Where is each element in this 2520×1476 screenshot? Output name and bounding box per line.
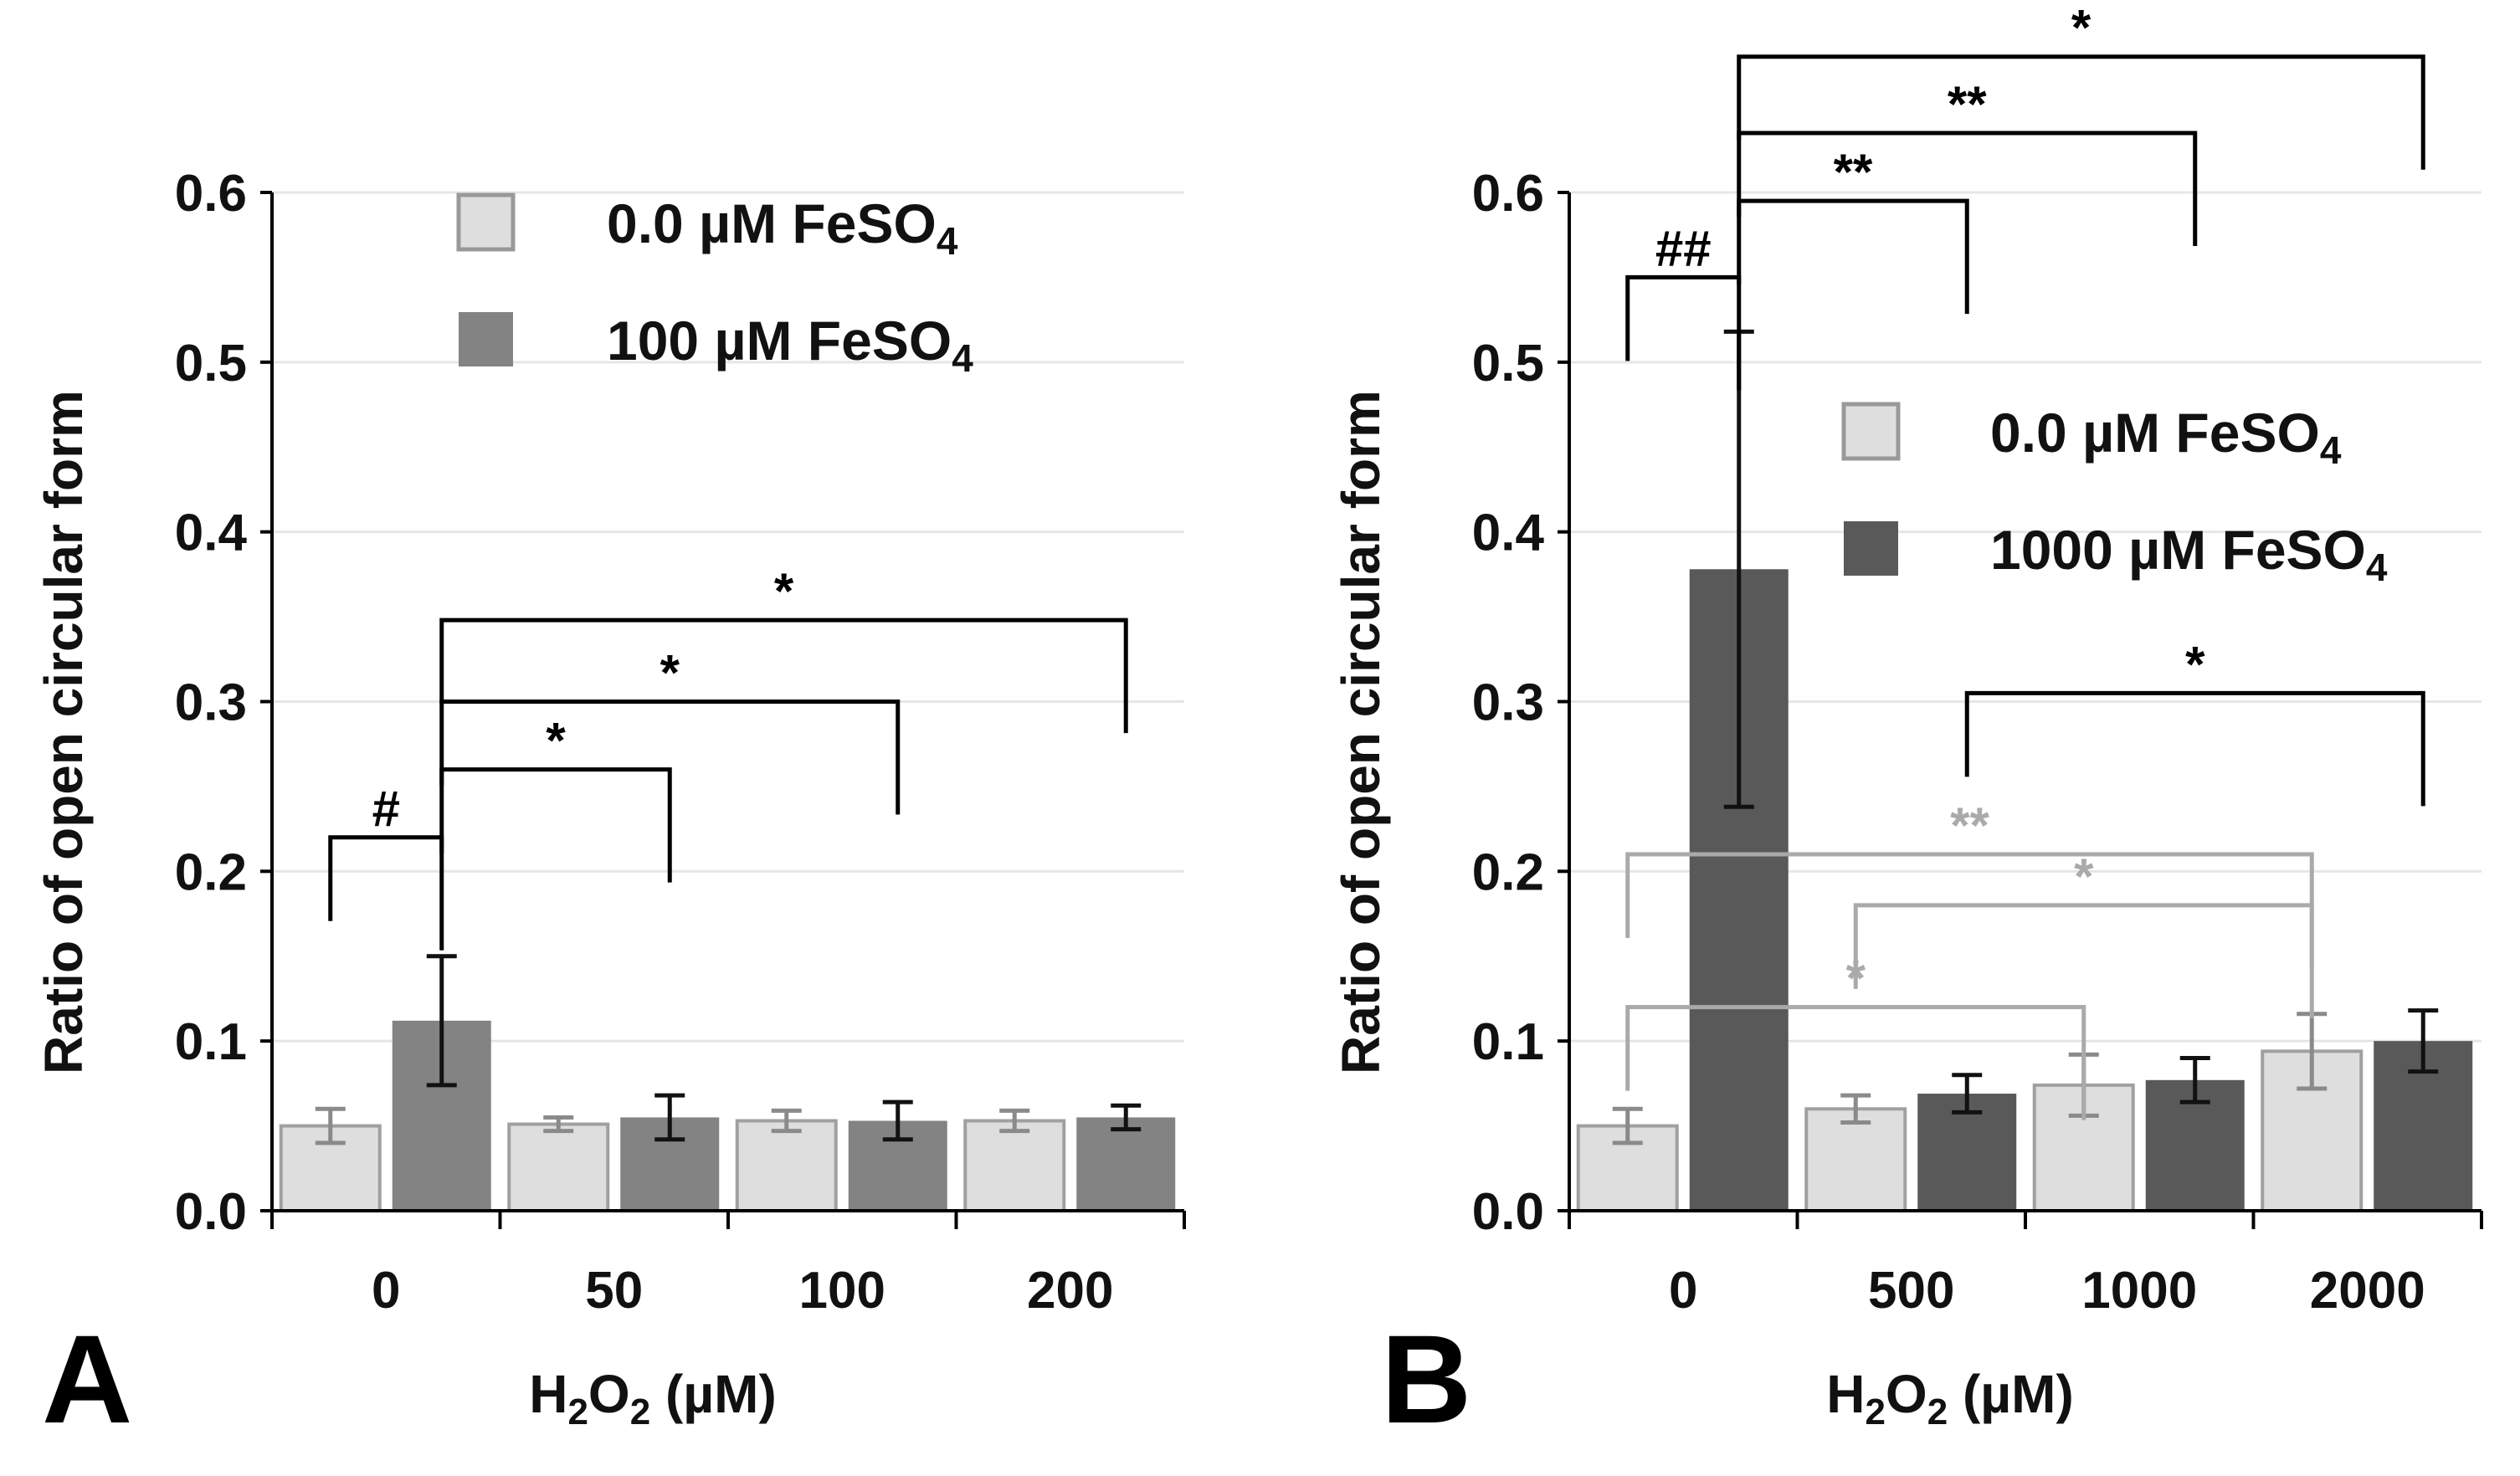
significance-brackets-b: ##********** <box>1625 0 2425 1120</box>
y-tick-label: 0.4 <box>175 505 248 562</box>
legend-swatch-b-series2 <box>1844 521 1898 576</box>
significance-label: * <box>774 563 794 619</box>
legend-swatch-b-series1 <box>1841 402 1901 461</box>
error-bar <box>426 954 457 1088</box>
panel-b: ##********** 0.00.10.20.30.40.50.6 0 500 1… <box>1331 0 2483 1449</box>
significance-brackets-a: # * * * <box>328 563 1128 951</box>
significance-bracket: * <box>1964 636 2425 807</box>
error-bar <box>1111 1103 1142 1132</box>
legend-label-b-series2: 1000 µM FeSO4 <box>1990 519 2388 589</box>
error-bar <box>882 1099 913 1142</box>
y-tick-label: 0.2 <box>1472 843 1544 901</box>
significance-bracket: # <box>328 781 444 951</box>
legend-swatch-a-series1 <box>456 192 516 252</box>
y-tick-label: 0.6 <box>175 165 247 223</box>
x-tick-label: 50 <box>585 1262 643 1320</box>
significance-bracket: ** <box>1737 76 2198 247</box>
y-tick-label: 0.0 <box>175 1183 247 1241</box>
y-tick-label: 0.6 <box>1472 165 1544 223</box>
x-axis-title-b: H2O2 (µM) <box>1826 1364 2074 1432</box>
axes-a <box>260 191 1186 1229</box>
panel-label-a: A <box>42 1309 132 1449</box>
significance-bracket: * <box>439 713 672 883</box>
y-axis-title-a: Ratio of open circular form <box>33 390 94 1074</box>
significance-label: * <box>2185 636 2205 692</box>
panel-a: # * * * 0.0 0.1 0.2 0.3 0.4 0.5 0.6 0 50 100 200 Rat… <box>33 165 1186 1449</box>
error-bar <box>999 1108 1030 1134</box>
significance-label: ** <box>1834 144 1873 200</box>
y-tick-labels-b: 0.0 0.1 0.2 0.3 0.4 0.5 0.6 <box>1472 165 1545 1241</box>
x-tick-label: 0 <box>372 1262 400 1320</box>
x-tick-label: 100 <box>799 1262 885 1320</box>
error-bar <box>2408 1008 2439 1074</box>
significance-label: * <box>546 713 566 769</box>
y-tick-label: 0.5 <box>175 335 247 392</box>
error-bar <box>1840 1093 1871 1125</box>
y-tick-label: 0.1 <box>175 1013 247 1071</box>
y-tick-label: 0.0 <box>1472 1183 1544 1241</box>
error-bars-a <box>315 954 1142 1145</box>
error-bar <box>654 1093 685 1142</box>
bars-a <box>279 1020 1176 1213</box>
significance-bracket: * <box>439 645 901 815</box>
significance-label: * <box>1846 951 1866 1007</box>
gridlines-b <box>1569 191 2482 1043</box>
significance-bracket: * <box>439 563 1128 734</box>
bars-b <box>1576 569 2473 1213</box>
legend-label-a-series1: 0.0 µM FeSO4 <box>607 192 958 263</box>
bar <box>963 1119 1066 1212</box>
y-tick-label: 0.5 <box>1472 335 1544 392</box>
error-bar <box>1612 1106 1643 1145</box>
bar <box>1076 1117 1176 1211</box>
axes-b <box>1558 191 2483 1229</box>
x-tick-label: 1000 <box>2081 1262 2197 1320</box>
significance-label: ## <box>1655 220 1712 276</box>
significance-label: # <box>372 781 400 837</box>
legend-a: 0.0 µM FeSO4 100 µM FeSO4 <box>456 192 973 380</box>
y-tick-label: 0.1 <box>1472 1013 1544 1071</box>
legend-label-b-series1: 0.0 µM FeSO4 <box>1990 402 2342 472</box>
error-bar <box>543 1115 574 1134</box>
significance-bracket: * <box>1625 951 2086 1120</box>
y-tick-label: 0.3 <box>175 674 247 732</box>
significance-label: ** <box>1948 76 1987 132</box>
bar <box>507 1122 610 1213</box>
error-bar <box>771 1108 802 1134</box>
error-bar <box>2179 1055 2210 1104</box>
y-tick-label: 0.3 <box>1472 674 1544 732</box>
panel-label-b: B <box>1381 1309 1471 1449</box>
error-bar <box>1952 1073 1983 1115</box>
x-tick-label: 200 <box>1027 1262 1113 1320</box>
legend-label-a-series2: 100 µM FeSO4 <box>607 310 973 380</box>
significance-label: ** <box>1950 797 1989 853</box>
y-tick-label: 0.4 <box>1472 505 1545 562</box>
y-axis-title-b: Ratio of open circular form <box>1331 390 1391 1074</box>
significance-bracket: * <box>1737 0 2425 170</box>
significance-bracket: * <box>1853 848 2314 1018</box>
y-tick-label: 0.2 <box>175 843 247 901</box>
x-tick-label: 500 <box>1868 1262 1954 1320</box>
error-bar <box>315 1106 346 1145</box>
x-tick-labels-a: 0 50 100 200 <box>372 1262 1113 1320</box>
x-tick-labels-b: 0 500 1000 2000 <box>1669 1262 2425 1320</box>
x-axis-title-a: H2O2 (µM) <box>529 1364 777 1432</box>
x-tick-label: 0 <box>1669 1262 1697 1320</box>
bar <box>1804 1107 1907 1213</box>
y-tick-labels-a: 0.0 0.1 0.2 0.3 0.4 0.5 0.6 <box>175 165 248 1241</box>
significance-bracket: ** <box>1737 144 1969 315</box>
significance-label: * <box>2074 848 2094 905</box>
x-tick-label: 2000 <box>2310 1262 2425 1320</box>
bar <box>735 1119 838 1212</box>
significance-label: * <box>2071 0 2091 56</box>
legend-b: 0.0 µM FeSO4 1000 µM FeSO4 <box>1841 402 2388 589</box>
significance-bracket: ## <box>1625 220 1742 391</box>
legend-swatch-a-series2 <box>459 312 513 366</box>
significance-label: * <box>660 645 680 701</box>
